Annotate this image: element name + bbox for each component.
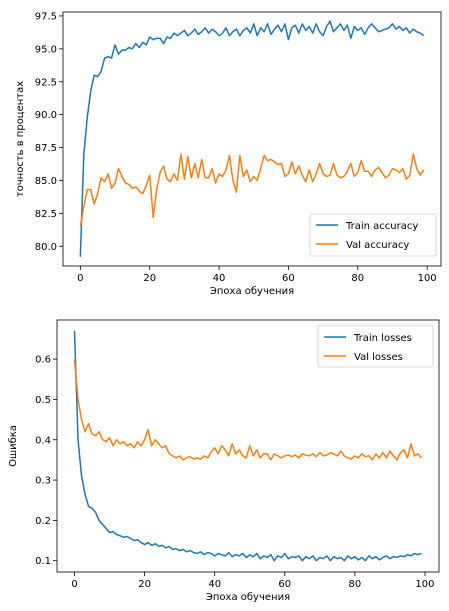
loss-x-tick-label: 20 xyxy=(138,579,151,590)
accuracy-y-tick-label: 80.0 xyxy=(35,242,57,253)
loss-x-tick-label: 80 xyxy=(349,579,362,590)
loss-y-tick-label: 0.2 xyxy=(35,516,51,527)
accuracy-y-ticks: 80.0 82.5 85.0 87.5 90.0 92.5 95.0 97.5 xyxy=(35,11,63,252)
loss-chart: 0 20 40 60 80 100 0.1 0.2 0.3 0.4 0.5 0.6 Эпоха об… xyxy=(8,320,439,603)
accuracy-y-axis-label: точность в процентах xyxy=(15,81,26,197)
loss-y-tick-label: 0.3 xyxy=(35,476,51,487)
loss-y-tick-label: 0.1 xyxy=(35,556,51,567)
accuracy-x-tick-label: 40 xyxy=(213,273,226,284)
accuracy-y-tick-label: 95.0 xyxy=(35,44,57,55)
loss-y-tick-label: 0.6 xyxy=(35,355,51,366)
loss-legend: Train losses Val losses xyxy=(318,325,433,367)
accuracy-x-tick-label: 60 xyxy=(282,273,295,284)
loss-y-tick-label: 0.5 xyxy=(35,395,51,406)
accuracy-x-axis-label: Эпоха обучения xyxy=(210,286,294,297)
accuracy-x-tick-label: 0 xyxy=(77,273,83,284)
accuracy-x-tick-label: 100 xyxy=(418,273,437,284)
accuracy-y-tick-label: 90.0 xyxy=(35,110,57,121)
accuracy-x-tick-label: 80 xyxy=(351,273,364,284)
loss-x-tick-label: 40 xyxy=(208,579,221,590)
legend-val-accuracy-label: Val accuracy xyxy=(346,240,409,251)
loss-x-axis-label: Эпоха обучения xyxy=(206,592,290,603)
loss-series-val-line xyxy=(75,359,422,460)
loss-y-tick-label: 0.4 xyxy=(35,435,51,446)
legend-train-accuracy-label: Train accuracy xyxy=(345,221,418,232)
accuracy-chart: 0 20 40 60 80 100 80.0 82.5 85.0 87.5 90.0 92.5 95.… xyxy=(15,11,441,297)
loss-x-tick-label: 60 xyxy=(278,579,291,590)
loss-y-ticks: 0.1 0.2 0.3 0.4 0.5 0.6 xyxy=(35,355,57,568)
loss-y-axis-label: Ошибка xyxy=(8,425,19,467)
accuracy-x-tick-label: 20 xyxy=(143,273,156,284)
accuracy-y-tick-label: 82.5 xyxy=(35,209,57,220)
accuracy-y-tick-label: 97.5 xyxy=(35,11,57,22)
loss-x-tick-label: 100 xyxy=(415,579,434,590)
accuracy-legend: Train accuracy Val accuracy xyxy=(310,214,436,256)
legend-train-losses-label: Train losses xyxy=(353,333,412,344)
accuracy-y-tick-label: 85.0 xyxy=(35,176,57,187)
accuracy-y-tick-label: 87.5 xyxy=(35,143,57,154)
loss-x-tick-label: 0 xyxy=(71,579,77,590)
accuracy-y-tick-label: 92.5 xyxy=(35,77,57,88)
legend-val-losses-label: Val losses xyxy=(354,352,403,363)
accuracy-x-ticks: 0 20 40 60 80 100 xyxy=(77,266,437,284)
loss-x-ticks: 0 20 40 60 80 100 xyxy=(71,572,434,590)
